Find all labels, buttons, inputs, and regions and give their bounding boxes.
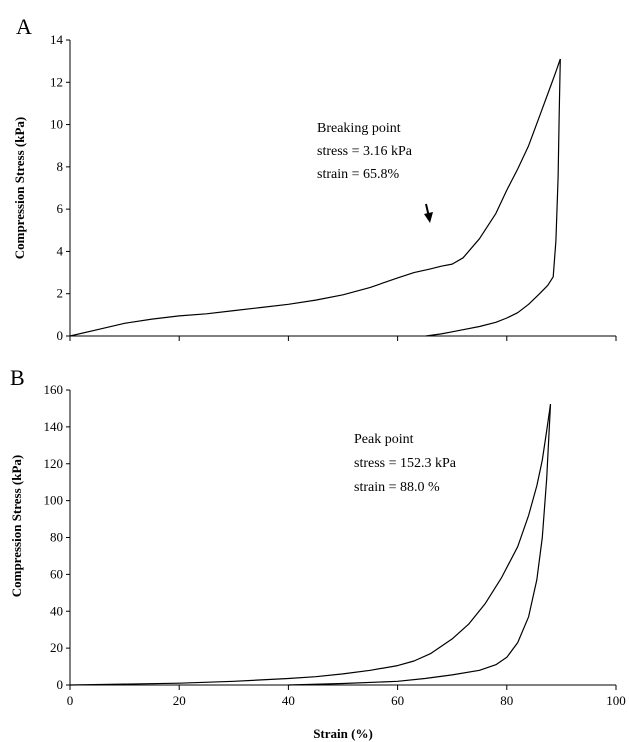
panel-b-series xyxy=(69,404,552,686)
panel-b-letter: B xyxy=(10,365,25,390)
panel-a-y-tick-label: 12 xyxy=(50,74,63,89)
panel-a-series xyxy=(69,58,561,337)
panel-b-loading-curve xyxy=(69,404,552,686)
panel-a-unloading-curve xyxy=(425,58,561,337)
breaking-point-label: Breaking point xyxy=(317,121,401,136)
panel-a: A Compression Stress (kPa) 0 2 4 6 8 10 12 14 B… xyxy=(12,14,617,343)
panel-b-x-tick-label: 60 xyxy=(391,693,404,708)
panel-a-loading-curve xyxy=(69,58,561,337)
panel-b-unloading-curve xyxy=(288,404,552,686)
panel-b-x-tick-label: 0 xyxy=(67,693,74,708)
panel-b-x-tick-label: 100 xyxy=(606,693,626,708)
panel-a-y-tick-label: 2 xyxy=(57,286,64,301)
panel-a-y-tick-label: 8 xyxy=(57,159,64,174)
panel-b-x-tick-label: 80 xyxy=(500,693,513,708)
panel-b: B Compression Stress (kPa) 0 20 40 60 80 100 1… xyxy=(9,365,626,741)
panel-a-y-tick-label: 14 xyxy=(50,32,64,47)
panel-a-letter: A xyxy=(16,14,32,39)
peak-point-stress: stress = 152.3 kPa xyxy=(354,456,457,471)
panel-b-y-tick-label: 20 xyxy=(50,640,63,655)
panel-a-y-tick-label: 10 xyxy=(50,117,63,132)
breaking-point-stress: stress = 3.16 kPa xyxy=(317,144,413,159)
panel-a-y-tick-label: 0 xyxy=(57,328,64,343)
panel-b-y-tick-label: 140 xyxy=(44,419,64,434)
panel-a-y-tick-label: 4 xyxy=(57,243,64,258)
panel-b-y-tick-label: 100 xyxy=(44,493,64,508)
panel-b-x-tick-label: 40 xyxy=(282,693,295,708)
panel-b-ticks: 0 20 40 60 80 100 120 140 160 0 20 40 60 80 100 xyxy=(44,382,626,708)
panel-b-y-tick-label: 80 xyxy=(50,530,63,545)
breaking-point-strain: strain = 65.8% xyxy=(317,167,399,182)
x-axis-title: Strain (%) xyxy=(313,726,373,741)
panel-b-y-tick-label: 0 xyxy=(57,677,64,692)
panel-b-y-tick-label: 120 xyxy=(44,456,64,471)
panel-b-y-tick-label: 160 xyxy=(44,382,64,397)
panel-b-y-axis-title: Compression Stress (kPa) xyxy=(9,455,24,598)
panel-b-y-tick-label: 60 xyxy=(50,566,63,581)
panel-b-x-tick-label: 20 xyxy=(173,693,186,708)
panel-a-y-axis-title: Compression Stress (kPa) xyxy=(12,117,27,260)
peak-point-strain: strain = 88.0 % xyxy=(354,480,440,495)
panel-a-y-tick-label: 6 xyxy=(57,201,64,216)
peak-point-label: Peak point xyxy=(354,432,414,447)
panel-b-y-tick-label: 40 xyxy=(50,603,63,618)
breaking-point-arrow-icon xyxy=(424,203,433,223)
panel-a-ticks: 0 2 4 6 8 10 12 14 xyxy=(50,32,617,343)
